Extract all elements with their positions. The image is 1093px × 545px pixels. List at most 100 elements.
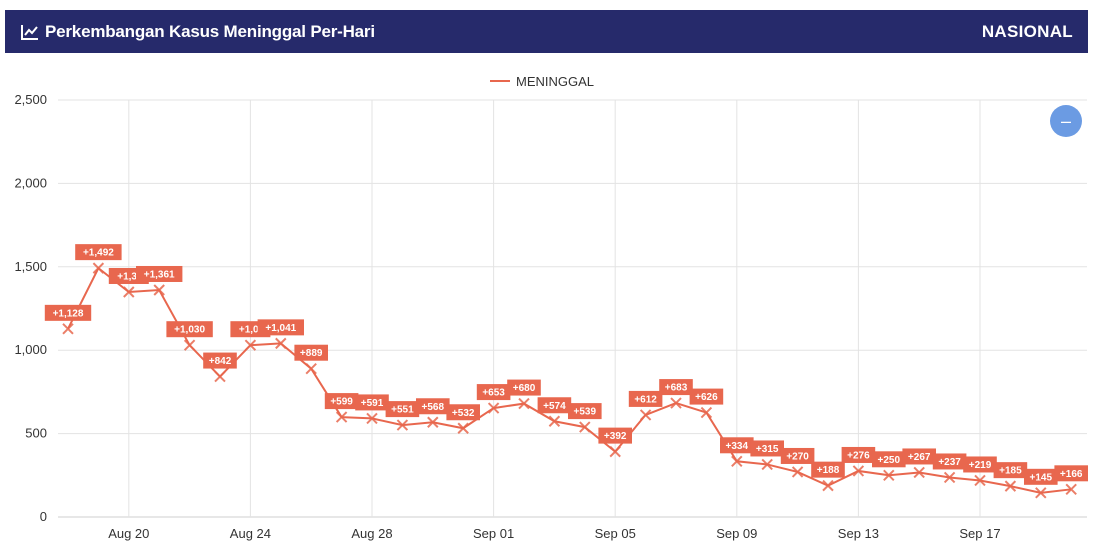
data-label-box xyxy=(44,304,92,321)
data-label-box xyxy=(720,437,754,454)
data-point xyxy=(1065,483,1077,496)
data-label-box xyxy=(841,446,876,463)
data-label: +1,030 xyxy=(174,325,205,336)
data-label-box xyxy=(136,265,183,282)
data-label-box xyxy=(294,344,328,361)
data-label: +653 xyxy=(482,388,505,399)
data-label: +889 xyxy=(300,348,323,359)
data-label-box xyxy=(537,397,572,414)
x-tick-label: Aug 24 xyxy=(230,526,271,541)
x-tick-label: Sep 13 xyxy=(838,526,879,541)
x-tick-label: Sep 01 xyxy=(473,526,514,541)
data-label-box xyxy=(75,244,122,261)
data-label-box xyxy=(993,462,1028,479)
data-label-box xyxy=(416,398,450,415)
data-point xyxy=(62,323,74,335)
data-label: +315 xyxy=(756,444,779,455)
x-tick-label: Aug 20 xyxy=(108,526,149,541)
data-point xyxy=(518,397,530,410)
data-point xyxy=(761,458,773,471)
data-point xyxy=(457,422,469,434)
data-label: +680 xyxy=(513,383,536,394)
data-point xyxy=(731,455,743,467)
data-point xyxy=(275,337,287,350)
y-tick-label: 1,000 xyxy=(14,342,47,357)
data-label-box xyxy=(507,379,541,396)
data-label-box xyxy=(902,448,936,465)
data-label-box xyxy=(811,461,845,478)
data-label: +334 xyxy=(726,441,749,452)
x-tick-label: Sep 17 xyxy=(959,526,1000,541)
data-label: +1,128 xyxy=(53,308,84,319)
data-label-box xyxy=(872,451,906,468)
zoom-out-button[interactable]: – xyxy=(1050,105,1082,137)
data-label: +250 xyxy=(878,455,901,466)
data-label: +574 xyxy=(543,401,566,412)
data-label-box xyxy=(1024,468,1058,485)
data-label: +532 xyxy=(452,408,475,419)
data-point xyxy=(852,465,865,477)
data-label: +166 xyxy=(1060,469,1083,480)
data-point xyxy=(1035,487,1047,499)
chart-legend[interactable]: MENINGGAL xyxy=(490,72,594,90)
data-label: +188 xyxy=(817,465,840,476)
data-label: +591 xyxy=(361,398,384,409)
data-label: +539 xyxy=(574,407,597,418)
data-point xyxy=(396,419,409,431)
scope-label[interactable]: NASIONAL xyxy=(981,21,1073,41)
data-label-box xyxy=(963,456,997,473)
data-point xyxy=(123,286,135,298)
data-label-box xyxy=(476,384,511,401)
data-label: +626 xyxy=(695,392,718,403)
header-title-group: Perkembangan Kasus Meninggal Per-Hari xyxy=(21,22,375,42)
data-label-box xyxy=(568,403,602,420)
data-label: +568 xyxy=(422,402,445,413)
x-tick-label: Sep 09 xyxy=(716,526,757,541)
chart-title: Perkembangan Kasus Meninggal Per-Hari xyxy=(45,21,375,41)
data-point xyxy=(670,397,682,409)
data-label: +1,041 xyxy=(265,323,296,334)
data-label: +1,0: xyxy=(239,325,262,336)
data-label: +185 xyxy=(999,466,1022,477)
data-label: +237 xyxy=(938,457,961,468)
data-point xyxy=(639,409,652,421)
data-point xyxy=(305,363,317,375)
data-label-box xyxy=(203,352,237,369)
data-label: +1,361 xyxy=(144,269,175,280)
legend-swatch xyxy=(490,80,510,82)
data-label-box xyxy=(598,427,632,444)
data-point xyxy=(579,421,591,433)
data-point xyxy=(427,416,439,428)
line-chart-icon xyxy=(21,24,38,40)
data-label-box xyxy=(385,401,420,418)
data-label-box xyxy=(166,321,213,338)
x-tick-label: Sep 05 xyxy=(595,526,636,541)
data-label-box xyxy=(1054,465,1088,482)
x-tick-label: Aug 28 xyxy=(351,526,392,541)
data-point xyxy=(883,469,895,482)
data-point xyxy=(366,412,378,425)
data-label-box xyxy=(446,404,480,421)
data-label: +392 xyxy=(604,431,627,442)
data-label: +276 xyxy=(847,450,870,461)
data-label: +612 xyxy=(634,394,657,405)
data-label-box xyxy=(689,388,724,405)
data-point xyxy=(153,284,165,296)
y-tick-label: 2,500 xyxy=(14,92,47,107)
y-tick-label: 500 xyxy=(25,426,47,441)
data-label: +145 xyxy=(1030,472,1053,483)
data-point xyxy=(700,406,713,419)
data-point xyxy=(943,471,956,484)
data-point xyxy=(183,339,196,351)
data-label: +1,3· xyxy=(117,271,140,282)
data-label-box xyxy=(659,379,693,396)
chart-header: Perkembangan Kasus Meninggal Per-Hari NA… xyxy=(5,10,1088,53)
data-point xyxy=(791,466,804,478)
data-point xyxy=(335,411,348,423)
data-point xyxy=(487,402,500,414)
y-tick-label: 1,500 xyxy=(14,259,47,274)
data-label-box xyxy=(932,453,967,470)
data-label-box xyxy=(780,447,815,464)
zoom-out-icon: – xyxy=(1060,111,1071,131)
